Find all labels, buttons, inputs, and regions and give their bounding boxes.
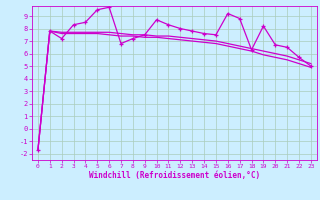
X-axis label: Windchill (Refroidissement éolien,°C): Windchill (Refroidissement éolien,°C): [89, 171, 260, 180]
